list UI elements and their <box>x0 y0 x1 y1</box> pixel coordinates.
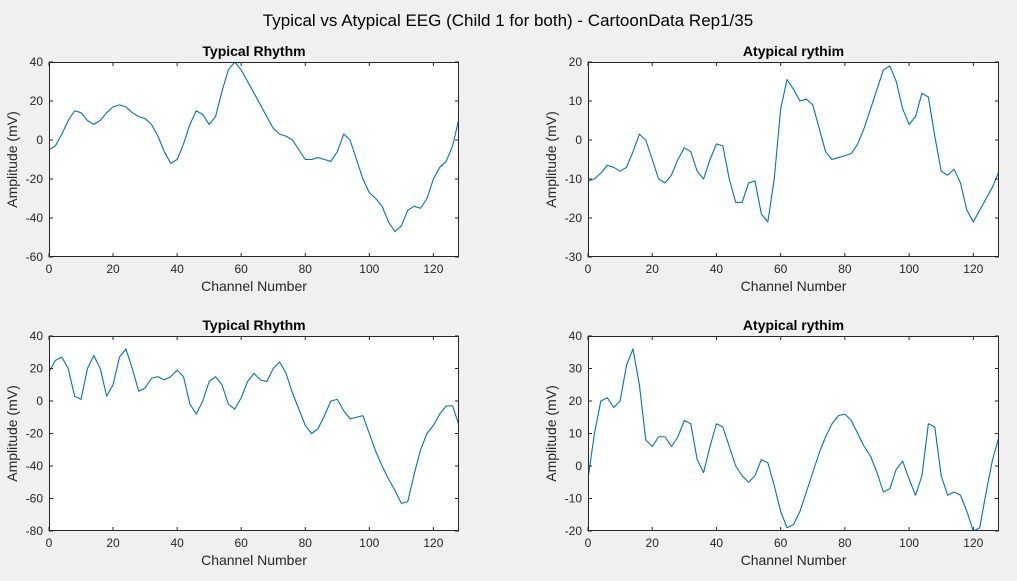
series-line <box>588 348 999 531</box>
plot-area <box>49 62 459 257</box>
y-tick-label: -10 <box>565 172 583 186</box>
x-axis-label: Channel Number <box>201 278 307 294</box>
x-tick-label: 0 <box>46 262 53 276</box>
x-tick-label: 20 <box>646 262 660 276</box>
y-axis-label: Amplitude (mV) <box>4 385 20 481</box>
x-tick-label: 100 <box>899 536 919 550</box>
y-tick-label: -30 <box>565 250 583 264</box>
y-tick-label: 10 <box>569 427 583 441</box>
y-tick-label: 30 <box>569 362 583 376</box>
x-tick-label: 0 <box>585 536 592 550</box>
x-tick-label: 120 <box>423 262 443 276</box>
subplot-title: Atypical rythim <box>743 43 844 59</box>
plot-area <box>588 336 999 531</box>
subplot-typical-rhythm-bottom: 0 20 40 60 80 100 120 -80 -60 -40 -20 0 20 40 Typical … <box>4 317 459 568</box>
x-tick-label: 20 <box>646 536 660 550</box>
subplot-title: Typical Rhythm <box>202 43 305 59</box>
y-tick-label: 40 <box>30 329 44 343</box>
axes-frame <box>49 62 459 257</box>
subplot-atypical-rythim-bottom: 0 20 40 60 80 100 120 -20 -10 0 10 20 30 40 Atypical r… <box>543 317 999 568</box>
x-tick-label: 60 <box>235 536 249 550</box>
x-tick-label: 80 <box>838 262 852 276</box>
y-tick-label: -20 <box>26 172 44 186</box>
y-tick-label: 0 <box>36 133 43 147</box>
y-tick-label: -40 <box>26 459 44 473</box>
x-tick-label: 100 <box>899 262 919 276</box>
y-axis-label: Amplitude (mV) <box>4 111 20 207</box>
subplot-atypical-rythim-top: 0 20 40 60 80 100 120 -30 -20 -10 0 10 20 Atypical ry… <box>543 43 999 294</box>
x-tick-label: 20 <box>106 536 120 550</box>
y-tick-label: 0 <box>575 133 582 147</box>
subplot-title: Atypical rythim <box>743 317 844 333</box>
y-tick-label: 10 <box>569 94 583 108</box>
x-tick-label: 80 <box>299 536 313 550</box>
y-tick-label: -60 <box>26 250 44 264</box>
axes-frame <box>588 62 999 257</box>
y-tick-label: 0 <box>575 459 582 473</box>
y-axis-label: Amplitude (mV) <box>543 111 559 207</box>
x-tick-label: 120 <box>423 536 443 550</box>
y-tick-label: 20 <box>30 94 44 108</box>
y-tick-label: 40 <box>30 55 44 69</box>
plot-area <box>49 336 459 531</box>
x-tick-label: 120 <box>963 536 983 550</box>
subplot-typical-rhythm-top: 0 20 40 60 80 100 120 -60 -40 -20 0 20 40 Typical Rhy… <box>4 43 459 294</box>
y-tick-label: -10 <box>565 492 583 506</box>
y-tick-label: 0 <box>36 394 43 408</box>
y-tick-label: -60 <box>26 492 44 506</box>
x-tick-label: 100 <box>359 262 379 276</box>
y-tick-label: -80 <box>26 524 44 538</box>
y-tick-label: 20 <box>569 394 583 408</box>
x-tick-label: 60 <box>235 262 249 276</box>
x-axis-label: Channel Number <box>741 278 847 294</box>
x-tick-label: 100 <box>359 536 379 550</box>
x-tick-label: 80 <box>299 262 313 276</box>
x-tick-label: 40 <box>170 536 184 550</box>
x-tick-label: 60 <box>774 536 788 550</box>
x-tick-label: 80 <box>838 536 852 550</box>
x-tick-label: 40 <box>710 262 724 276</box>
x-tick-label: 40 <box>170 262 184 276</box>
x-axis-label: Channel Number <box>741 552 847 568</box>
y-tick-label: 20 <box>569 55 583 69</box>
y-tick-label: 20 <box>30 362 44 376</box>
y-axis-label: Amplitude (mV) <box>543 385 559 481</box>
x-tick-label: 120 <box>963 262 983 276</box>
figure-title: Typical vs Atypical EEG (Child 1 for bot… <box>263 11 753 30</box>
plot-area <box>588 62 999 257</box>
x-tick-label: 20 <box>106 262 120 276</box>
x-axis-label: Channel Number <box>201 552 307 568</box>
x-tick-label: 40 <box>710 536 724 550</box>
series-line <box>49 62 459 233</box>
x-tick-label: 60 <box>774 262 788 276</box>
series-line <box>588 65 999 223</box>
y-tick-label: -20 <box>565 524 583 538</box>
y-tick-label: -40 <box>26 211 44 225</box>
y-tick-label: 40 <box>569 329 583 343</box>
y-tick-label: -20 <box>565 211 583 225</box>
x-tick-label: 0 <box>585 262 592 276</box>
y-tick-label: -20 <box>26 427 44 441</box>
subplot-title: Typical Rhythm <box>202 317 305 333</box>
series-line <box>49 348 459 504</box>
x-tick-label: 0 <box>46 536 53 550</box>
